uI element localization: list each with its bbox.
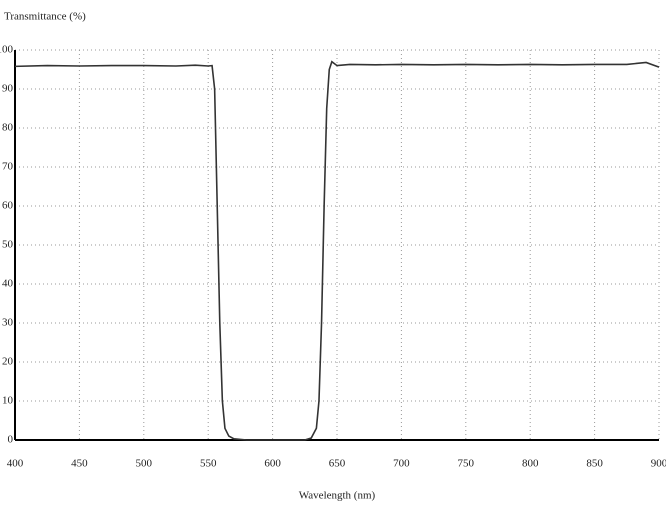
x-tick-label: 900 (651, 458, 666, 470)
y-tick-label: 10 (2, 395, 14, 407)
x-tick-label: 650 (329, 458, 346, 470)
y-tick-label: 80 (2, 122, 14, 134)
data-line (14, 60, 660, 441)
y-tick-label: 60 (2, 200, 14, 212)
y-tick-label: 20 (2, 356, 14, 368)
x-tick-label: 800 (522, 458, 539, 470)
x-tick-label: 700 (393, 458, 410, 470)
x-tick-label: 550 (200, 458, 217, 470)
x-tick-label: 450 (71, 458, 88, 470)
y-tick-label: 70 (2, 161, 14, 173)
chart-title: Transmittance (%) (4, 11, 86, 23)
x-tick-label: 600 (264, 458, 281, 470)
y-tick-label: 30 (2, 317, 14, 329)
x-tick-label: 750 (458, 458, 475, 470)
y-tick-label: 100 (0, 44, 14, 56)
x-tick-label: 850 (586, 458, 603, 470)
y-tick-label: 40 (2, 278, 14, 290)
x-tick-label: 500 (136, 458, 153, 470)
y-tick-label: 0 (8, 434, 14, 446)
y-tick-label: 50 (2, 239, 14, 251)
x-axis-label: Wavelength (nm) (299, 490, 376, 502)
y-tick-label: 90 (2, 83, 14, 95)
x-tick-label: 400 (7, 458, 24, 470)
